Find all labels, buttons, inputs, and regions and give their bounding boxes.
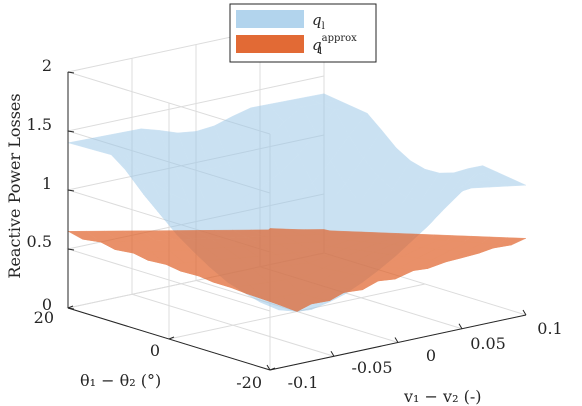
x-tick-label: -0.1: [288, 373, 319, 392]
y-tick-label: 0: [150, 341, 160, 360]
surface-patch: [305, 229, 339, 235]
axes: [67, 71, 527, 371]
z-tick: [67, 248, 75, 251]
surfaces: [67, 93, 527, 312]
x-tick: [394, 337, 399, 343]
x-tick-label: 0: [426, 346, 436, 365]
x-tick-labels: -0.1 -0.05 0 0.05 0.1: [288, 319, 563, 392]
legend-swatch-ql-approx: [236, 35, 304, 53]
z-axis-label: Reactive Power Losses: [5, 93, 24, 278]
x-axis-label: v₁ − v₂ (-): [403, 387, 481, 406]
x-tick: [458, 323, 463, 330]
z-tick: [67, 189, 75, 192]
legend-swatch-ql: [236, 10, 304, 28]
z-tick-label: 0.5: [27, 232, 52, 251]
legend: ql qapprox l: [229, 3, 377, 63]
y-tick-label: 20: [34, 308, 54, 327]
x-tick-label: 0.05: [470, 334, 506, 353]
x-tick: [266, 364, 271, 371]
y-tick-label: -20: [236, 373, 262, 392]
x-tick: [330, 350, 335, 357]
z-tick-label: 2: [42, 56, 52, 75]
surface-q-l-approx: [67, 228, 527, 312]
z-tick-label: 1: [42, 174, 52, 193]
surface-patch: [305, 93, 340, 104]
z-tick: [67, 130, 75, 133]
legend-label-ql: ql: [312, 11, 325, 32]
x-tick-label: 0.1: [537, 319, 562, 338]
y-tick: [67, 305, 74, 309]
x-tick-label: -0.05: [351, 358, 392, 377]
legend-label-ql-approx: qapprox l: [312, 33, 357, 57]
z-tick-labels: 0 0.5 1 1.5 2: [27, 56, 52, 314]
z-tick-label: 1.5: [27, 115, 52, 134]
y-axis-label: θ₁ − θ₂ (°): [80, 371, 161, 390]
y-tick: [168, 336, 175, 340]
z-tick-label: 0: [42, 295, 52, 314]
y-tick-labels: 20 0 -20: [34, 308, 262, 392]
x-tick: [522, 309, 527, 316]
z-tick: [67, 71, 75, 74]
